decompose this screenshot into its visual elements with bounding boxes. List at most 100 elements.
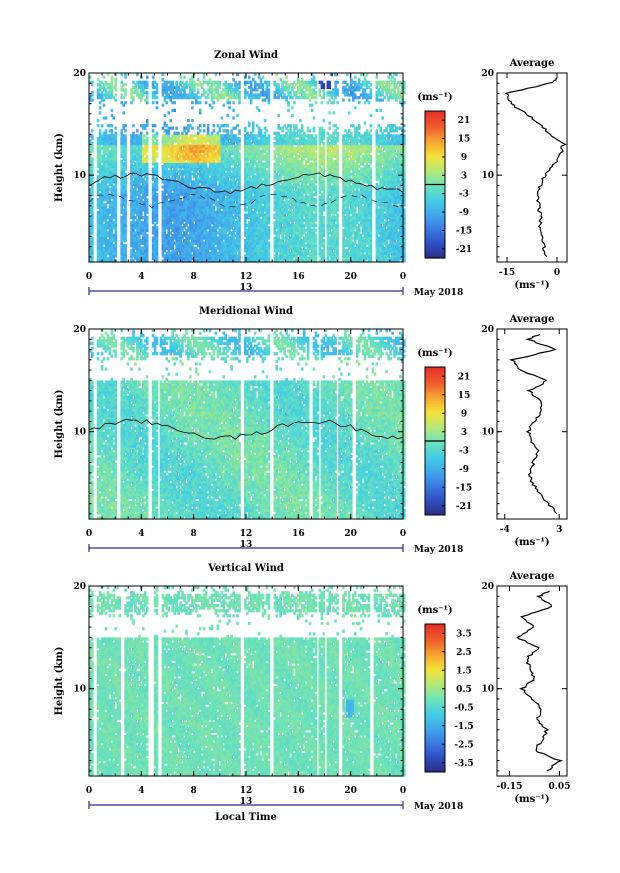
heatmap-cell — [226, 129, 229, 132]
heatmap-cell — [156, 152, 159, 155]
heatmap-cell — [168, 111, 171, 114]
heatmap-cell — [268, 226, 271, 229]
heatmap-cell — [213, 124, 216, 127]
heatmap-cell — [105, 129, 108, 132]
heatmap-cell — [191, 119, 194, 122]
heatmap-cell — [258, 109, 261, 112]
heatmap-cell — [91, 99, 94, 102]
heatmap-cell — [115, 132, 118, 135]
heatmap-cell — [252, 122, 255, 125]
heatmap-cell — [99, 111, 102, 114]
heatmap-cell — [266, 129, 269, 132]
heatmap-cell — [162, 104, 165, 107]
heatmap-cell — [99, 129, 102, 132]
heatmap-cell — [99, 106, 102, 109]
heatmap-cell — [199, 109, 202, 112]
heatmap-cell — [277, 83, 280, 86]
heatmap-cell — [191, 101, 194, 104]
heatmap-cell — [124, 244, 127, 247]
heatmap-cell — [91, 237, 94, 240]
heatmap-cell — [111, 76, 114, 79]
heatmap-cell — [124, 129, 127, 132]
heatmap-cell — [248, 76, 251, 79]
heatmap-cell — [191, 127, 194, 130]
heatmap-cell — [115, 93, 118, 96]
heatmap-cell — [236, 124, 239, 127]
heatmap-cell — [124, 83, 127, 86]
heatmap-cell — [238, 91, 241, 94]
heatmap-cell — [262, 76, 265, 79]
heatmap-cell — [166, 101, 169, 104]
heatmap-cell — [146, 198, 149, 201]
heatmap-cell — [124, 124, 127, 127]
heatmap-cell — [105, 116, 108, 119]
heatmap-cell — [197, 88, 200, 91]
heatmap-cell — [175, 81, 178, 84]
heatmap-cell — [156, 83, 159, 86]
heatmap-cell — [115, 127, 118, 130]
heatmap-cell — [221, 116, 224, 119]
heatmap-cell — [170, 119, 173, 122]
heatmap-cell — [183, 76, 186, 79]
heatmap-cells — [89, 73, 406, 263]
heatmap-cell — [244, 127, 247, 130]
heatmap-cell — [203, 124, 206, 127]
heatmap-cell — [164, 114, 167, 117]
heatmap-cell — [115, 78, 118, 81]
heatmap-cell — [171, 127, 174, 130]
heatmap-cell — [103, 76, 106, 79]
heatmap-cell — [146, 119, 149, 122]
heatmap-cell — [124, 134, 127, 137]
heatmap-cell — [103, 104, 106, 107]
heatmap-cell — [232, 109, 235, 112]
heatmap-cell — [238, 152, 241, 155]
heatmap-cell — [91, 129, 94, 132]
heatmap-cell — [152, 76, 155, 79]
heatmap-cell — [97, 124, 100, 127]
heatmap-cell — [268, 134, 271, 137]
heatmap-cell — [156, 132, 159, 135]
heatmap-cell — [232, 116, 235, 119]
heatmap-cell — [213, 129, 216, 132]
heatmap-cell — [146, 81, 149, 84]
heatmap-cell — [232, 101, 235, 104]
heatmap-cell — [132, 96, 135, 99]
heatmap-cell — [146, 91, 149, 94]
heatmap-cell — [264, 119, 267, 122]
heatmap-cell — [238, 137, 241, 140]
heatmap-cell — [132, 124, 135, 127]
heatmap-cell — [236, 114, 239, 117]
heatmap-cell — [156, 96, 159, 99]
heatmap-cell — [179, 76, 182, 79]
heatmap-cell — [91, 157, 94, 160]
heatmap-cell — [205, 101, 208, 104]
heatmap-cell — [156, 226, 159, 229]
heatmap-cell — [199, 129, 202, 132]
heatmap-cell — [203, 129, 206, 132]
heatmap-cell — [260, 129, 263, 132]
heatmap-cell — [113, 116, 116, 119]
heatmap-cell — [199, 101, 202, 104]
heatmap-cell — [211, 106, 214, 109]
heatmap-cell — [124, 173, 127, 176]
heatmap-cell — [207, 124, 210, 127]
heatmap-cell — [146, 76, 149, 79]
heatmap-cell — [268, 81, 271, 84]
heatmap-cell — [173, 101, 176, 104]
heatmap-cell — [146, 137, 149, 140]
heatmap-cell — [97, 119, 100, 122]
heatmap-cell — [268, 88, 271, 91]
heatmap-cell — [175, 127, 178, 130]
heatmap-cell — [152, 129, 155, 132]
heatmap-cell — [230, 83, 233, 86]
heatmap-cell — [277, 114, 280, 117]
heatmap-cell — [228, 101, 231, 104]
heatmap-cell — [111, 124, 114, 127]
heatmap-cell — [171, 81, 174, 84]
heatmap-cell — [238, 81, 241, 84]
heatmap-cell — [238, 129, 241, 132]
heatmap-cell — [213, 101, 216, 104]
heatmap-cell — [268, 242, 271, 245]
heatmap-cell — [226, 124, 229, 127]
heatmap-cell — [111, 129, 114, 132]
